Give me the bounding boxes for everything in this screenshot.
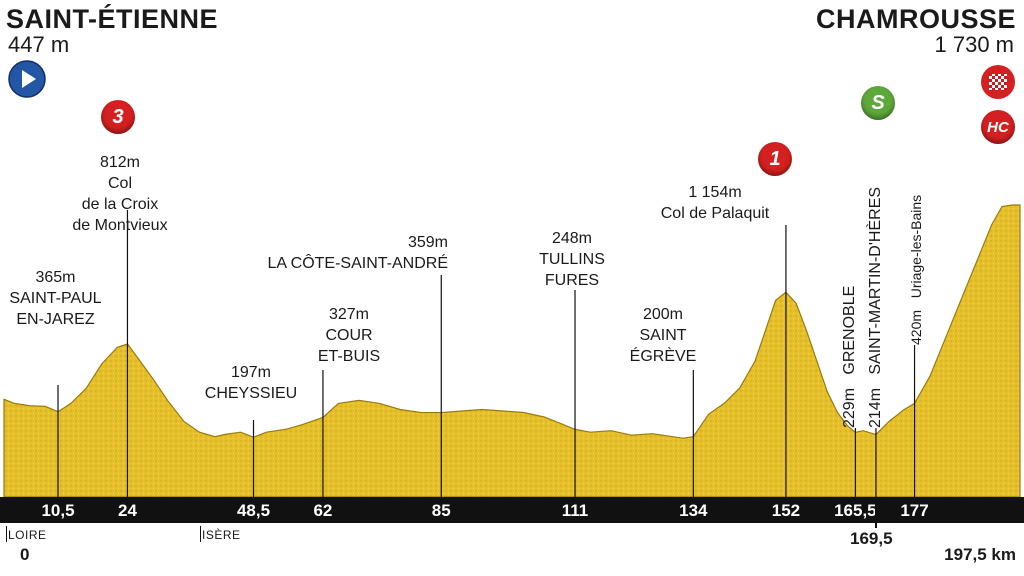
waypoint-name: CHEYSSIEU [204, 385, 298, 402]
waypoint-name: SAINT-PAUL [9, 290, 102, 307]
waypoint-altitude: 1 154m [688, 184, 742, 201]
sprint-label: S [871, 91, 885, 114]
climb-category: HC [987, 118, 1009, 136]
waypoint-name: de la Croix [81, 196, 159, 213]
climb-category: 1 [769, 147, 781, 170]
waypoint-altitude: 812m [99, 154, 141, 171]
waypoint-name: SAINT-MARTIN-D'HÈRES [867, 186, 884, 375]
km-label: 165,5 [834, 501, 877, 520]
waypoint-altitude: 365m [35, 269, 76, 286]
region-divider [6, 526, 7, 542]
waypoint-altitude: 200m [642, 306, 684, 323]
km-tick-mid [875, 500, 877, 528]
climb-hc-icon: HC [981, 110, 1015, 144]
waypoint-col-croix-montvieux: 812m Col de la Croix de Montvieux [60, 152, 180, 236]
waypoint-name: Col de Palaquit [660, 205, 770, 222]
waypoint-altitude: 420m [908, 309, 924, 345]
climb-cat1-icon: 1 [758, 142, 792, 176]
waypoint-altitude: 197m [230, 364, 272, 381]
km-total: 197,5 km [944, 545, 1016, 564]
km-label: 10,5 [41, 501, 75, 520]
waypoint-name: COUR [325, 327, 373, 344]
km-label: 134 [679, 501, 708, 520]
waypoint-name: EN-JAREZ [16, 311, 95, 328]
finish-town: CHAMROUSSE [815, 4, 1016, 34]
sprint-icon: S [861, 86, 895, 120]
distance-axis [0, 497, 1024, 523]
waypoint-cour-et-buis: 327m COUR ET-BUIS [304, 304, 394, 367]
waypoint-name: GRENOBLE [841, 285, 858, 375]
km-label: 24 [117, 501, 137, 520]
start-play-icon [8, 60, 46, 98]
km-label: 48,5 [236, 501, 271, 520]
waypoint-uriage-les-bains: 420m Uriage-les-Bains [906, 195, 926, 345]
finish-flag-icon [980, 64, 1016, 100]
waypoint-name: de Montvieux [72, 217, 168, 234]
region-divider [200, 526, 201, 542]
climb-category: 3 [112, 105, 124, 128]
waypoint-name: ÉGRÈVE [629, 348, 697, 365]
waypoint-name: SAINT [639, 327, 687, 344]
waypoint-saint-paul: 365m SAINT-PAUL EN-JAREZ [8, 267, 103, 330]
waypoint-name: ET-BUIS [317, 348, 381, 365]
start-altitude: 447 m [8, 32, 70, 57]
waypoint-grenoble: 229m GRENOBLE [840, 286, 860, 428]
waypoint-markers [57, 210, 916, 497]
km-label: 177 [900, 501, 929, 520]
waypoint-saint-martin-dheres: 214m SAINT-MARTIN-D'HÈRES [866, 187, 886, 428]
waypoint-altitude: 248m [551, 230, 593, 247]
waypoint-name: Col [107, 175, 132, 192]
waypoint-col-de-palaquit: 1 154m Col de Palaquit [640, 182, 790, 224]
km-label: 152 [771, 501, 801, 520]
finish-altitude: 1 730 m [934, 32, 1015, 57]
waypoint-altitude: 229m [841, 387, 858, 428]
waypoint-name: LA CÔTE-SAINT-ANDRÉ [267, 255, 448, 272]
waypoint-tullins-fures: 248m TULLINS FURES [522, 228, 622, 291]
start-town: SAINT-ÉTIENNE [6, 4, 219, 34]
region-loire: LOIRE [8, 528, 47, 542]
waypoint-altitude: 327m [328, 306, 370, 323]
waypoint-name: Uriage-les-Bains [908, 194, 924, 299]
km-label: 85 [431, 501, 451, 520]
waypoint-altitude: 214m [867, 387, 884, 428]
km-label: 111 [561, 501, 589, 520]
km-label: 62 [313, 501, 333, 520]
waypoint-name: TULLINS [539, 251, 605, 268]
waypoint-saint-egreve: 200m SAINT ÉGRÈVE [618, 304, 708, 367]
waypoint-la-cote-saint-andre: 359m LA CÔTE-SAINT-ANDRÉ [224, 232, 448, 274]
waypoint-altitude: 359m [407, 234, 448, 251]
region-isere: ISÈRE [202, 528, 241, 542]
climb-cat3-icon: 3 [101, 100, 135, 134]
km-saint-martin: 169,5 [850, 529, 893, 548]
km-start: 0 [20, 545, 30, 564]
waypoint-cheyssieu: 197m CHEYSSIEU [196, 362, 306, 404]
waypoint-name: FURES [544, 272, 600, 289]
